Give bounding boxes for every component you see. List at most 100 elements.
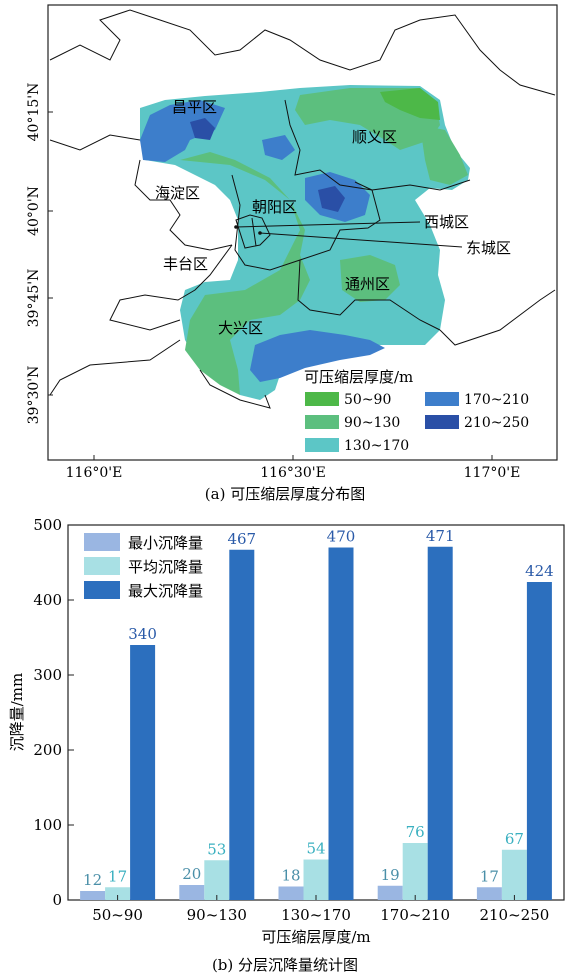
y-tick-label: 400	[33, 591, 62, 609]
chart-caption: (b) 分层沉降量统计图	[212, 956, 358, 974]
bar-mean-0	[105, 887, 131, 900]
legend-swatch-mean	[84, 557, 120, 575]
bar-min-0	[80, 891, 106, 900]
map-legend: 可压缩层厚度/m 50~90 90~130 130~170 170~210 21…	[304, 368, 529, 454]
bar-max-2	[328, 547, 354, 900]
legend-label-max: 最大沉降量	[128, 582, 203, 600]
data-label-mean-1: 53	[207, 840, 226, 858]
legend-swatch-max	[84, 581, 120, 599]
bar-mean-4	[501, 849, 527, 900]
dongcheng-leader-line	[259, 232, 463, 248]
bar-max-1	[229, 549, 255, 900]
district-label-shunyi: 顺义区	[352, 128, 397, 146]
x-tick-label: 170~210	[380, 906, 450, 924]
y-tick-label: 0	[52, 891, 62, 909]
map-axes	[48, 111, 493, 460]
bar-mean-2	[303, 859, 329, 900]
legend-label-50-90: 50~90	[344, 392, 391, 408]
district-label-daxing: 大兴区	[218, 319, 263, 337]
y-tick-label: 200	[33, 741, 62, 759]
bar-min-3	[377, 885, 403, 900]
y-tick-label: 300	[33, 666, 62, 684]
district-boundaries	[49, 9, 556, 409]
district-label-xicheng: 西城区	[424, 213, 469, 231]
outer-boundary-southwest	[49, 339, 181, 396]
district-label-chaoyang: 朝阳区	[252, 198, 297, 216]
legend-label-210-250: 210~250	[464, 415, 529, 431]
map-legend-title: 可压缩层厚度/m	[304, 368, 413, 386]
bars: 12 17 340 20 53 467 18 54 470 19 76 471 17 67 424	[80, 527, 554, 900]
y-tick-label: 100	[33, 816, 62, 834]
data-label-mean-2: 54	[306, 840, 325, 858]
outer-boundary-south	[199, 369, 271, 409]
y-axis: 0 100 200 300 400 500	[33, 516, 74, 909]
zone-170-210-daxing	[250, 330, 385, 382]
xicheng-dongcheng-boundary	[235, 214, 271, 249]
chart-legend: 最小沉降量 平均沉降量 最大沉降量	[84, 533, 203, 600]
lat-label-1: 40°0'N	[26, 186, 42, 236]
bar-min-4	[476, 887, 502, 900]
district-label-changping: 昌平区	[172, 98, 217, 116]
data-label-min-4: 17	[480, 867, 499, 885]
fengtai-boundary	[109, 244, 233, 331]
lon-label-1: 116°30'E	[260, 465, 326, 481]
lat-label-2: 39°45'N	[26, 269, 42, 328]
data-label-min-3: 19	[381, 866, 400, 884]
data-label-mean-4: 67	[505, 830, 524, 848]
map-panel: 昌平区 顺义区 海淀区 朝阳区 西城区 东城区 丰台区 通州区 大兴区 可压缩层…	[26, 4, 558, 503]
zone-90-130-tongzhou	[340, 255, 400, 302]
legend-swatch-50-90	[305, 392, 339, 406]
outer-boundary-southeast	[439, 289, 556, 346]
lon-label-2: 117°0'E	[464, 465, 521, 481]
x-tick-label: 90~130	[187, 906, 247, 924]
thickness-zones	[140, 85, 470, 400]
xicheng-dot	[234, 225, 238, 229]
xicheng-dongcheng-divider	[251, 217, 257, 247]
data-label-mean-3: 76	[406, 823, 425, 841]
district-label-haidian: 海淀区	[155, 184, 200, 202]
legend-swatch-170-210	[425, 392, 459, 406]
x-axis-title: 可压缩层厚度/m	[261, 928, 370, 946]
outer-boundary-west	[49, 134, 141, 151]
data-label-max-3: 471	[426, 527, 455, 545]
zone-90-130-east	[420, 125, 468, 185]
data-label-max-0: 340	[128, 625, 157, 643]
y-tick-label: 500	[33, 516, 62, 534]
chaoyang-boundary	[231, 174, 381, 271]
bar-min-1	[179, 885, 205, 900]
legend-label-130-170: 130~170	[344, 438, 409, 454]
data-label-max-2: 470	[327, 528, 356, 546]
bar-mean-1	[204, 860, 230, 900]
bar-max-3	[427, 546, 453, 900]
district-labels: 昌平区 顺义区 海淀区 朝阳区 西城区 东城区 丰台区 通州区 大兴区	[155, 98, 511, 337]
data-label-max-1: 467	[227, 530, 256, 548]
district-label-dongcheng: 东城区	[466, 239, 511, 257]
shunyi-boundary	[284, 99, 471, 191]
dongcheng-dot	[258, 231, 262, 235]
xicheng-leader-line	[235, 221, 421, 228]
legend-label-mean: 平均沉降量	[128, 558, 203, 576]
x-axis: 50~90 90~130 130~170 170~210 210~250	[92, 895, 549, 924]
legend-swatch-90-130	[305, 415, 339, 429]
bar-mean-3	[402, 843, 428, 900]
district-label-fengtai: 丰台区	[163, 255, 208, 273]
map-axis-labels: 116°0'E 116°30'E 117°0'E 40°15'N 40°0'N …	[26, 83, 520, 481]
zone-90-130-south	[180, 152, 310, 395]
zone-50-90	[380, 88, 440, 120]
zone-210-250-changping	[190, 118, 215, 140]
zone-170-210-small	[262, 135, 295, 160]
x-tick-label: 130~170	[281, 906, 351, 924]
data-label-min-0: 12	[83, 871, 102, 889]
lon-label-0: 116°0'E	[66, 465, 123, 481]
lat-label-0: 40°15'N	[26, 83, 42, 142]
bar-chart-panel: 0 100 200 300 400 500 12 17 340 20 53 467 18 54 470 19…	[8, 516, 565, 974]
zone-170-210-changping	[140, 100, 225, 162]
zone-210-250-chaoyang	[318, 186, 345, 212]
map-caption: (a) 可压缩层厚度分布图	[205, 485, 365, 503]
tongzhou-boundary	[297, 259, 441, 331]
data-label-min-2: 18	[281, 867, 300, 885]
y-axis-title: 沉降量/mm	[8, 673, 26, 752]
bar-min-2	[278, 886, 304, 900]
bar-max-0	[130, 645, 156, 900]
